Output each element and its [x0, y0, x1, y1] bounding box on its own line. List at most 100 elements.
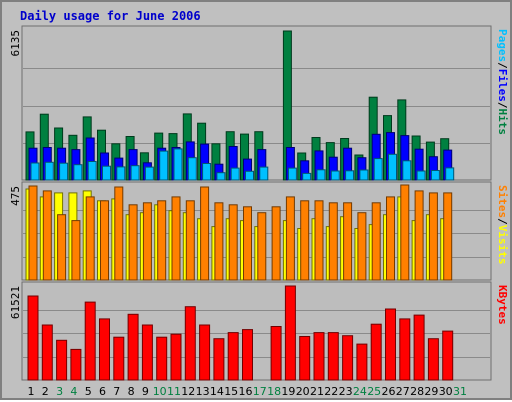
bar-pages-day-14	[216, 172, 226, 181]
legend-entry-kbytes-0: KBytes	[496, 285, 509, 325]
legend-visits-sites: Sites/Visits	[496, 185, 509, 265]
bar-kbytes-day-3	[56, 339, 68, 381]
bar-kbytes-day-15	[227, 332, 239, 381]
bar-kbytes-day-18	[270, 326, 282, 381]
bar-sites-day-20	[300, 200, 310, 281]
day-label-11: 11	[167, 385, 181, 398]
bar-kbytes-day-30	[442, 330, 454, 381]
bar-pages-day-10	[159, 150, 169, 181]
bar-kbytes-day-16	[242, 329, 253, 381]
bar-pages-day-26	[388, 153, 397, 181]
day-label-5: 5	[85, 385, 92, 398]
bar-kbytes-day-2	[41, 324, 53, 381]
legend-entry-visits-sites-2: Visits	[496, 225, 509, 265]
max-label-hits-files-pages: 6135	[9, 30, 22, 57]
bar-pages-day-11	[173, 148, 183, 181]
legend-entry-hits-files-pages-0: Pages	[496, 29, 509, 62]
day-label-23: 23	[339, 385, 353, 398]
bar-sites-day-15	[228, 204, 238, 281]
bar-pages-day-8	[130, 165, 140, 181]
bar-sites-day-14	[214, 202, 224, 281]
day-label-30: 30	[439, 385, 453, 398]
bar-pages-day-29	[430, 170, 440, 181]
bar-sites-day-3	[57, 214, 67, 281]
day-label-3: 3	[56, 385, 63, 398]
day-label-2: 2	[42, 385, 49, 398]
bar-pages-day-12	[187, 157, 197, 181]
chart-title: Daily usage for June 2006	[20, 9, 201, 23]
legend-hits-files-pages: Pages/Files/Hits	[496, 29, 509, 135]
bar-kbytes-day-25	[370, 323, 382, 381]
legend-entry-hits-files-pages-2: Files	[496, 69, 509, 102]
legend-entry-hits-files-pages-3: /	[496, 102, 509, 109]
bar-kbytes-day-26	[385, 308, 396, 381]
bar-pages-day-20	[302, 172, 312, 181]
day-label-15: 15	[224, 385, 238, 398]
bar-kbytes-day-9	[141, 324, 153, 381]
day-label-28: 28	[410, 385, 424, 398]
day-label-26: 26	[382, 385, 396, 398]
bar-pages-day-21	[316, 169, 326, 181]
bar-sites-day-5	[85, 196, 95, 281]
bar-sites-day-8	[128, 204, 138, 281]
day-label-16: 16	[239, 385, 253, 398]
bar-pages-day-4	[73, 164, 83, 181]
day-label-19: 19	[281, 385, 295, 398]
day-label-20: 20	[296, 385, 310, 398]
bar-sites-day-1	[28, 185, 38, 281]
bar-kbytes-day-1	[27, 295, 39, 381]
day-label-6: 6	[99, 385, 106, 398]
day-label-1: 1	[28, 385, 35, 398]
day-label-14: 14	[210, 385, 224, 398]
bar-sites-day-23	[343, 202, 353, 281]
day-label-13: 13	[196, 385, 210, 398]
bar-sites-day-26	[386, 196, 395, 281]
bar-sites-day-9	[142, 202, 152, 281]
day-label-29: 29	[424, 385, 438, 398]
bar-pages-day-22	[330, 170, 340, 181]
max-label-kbytes: 61521	[9, 286, 22, 319]
bar-kbytes-day-13	[199, 324, 211, 381]
bar-sites-day-24	[357, 212, 367, 281]
bar-kbytes-day-14	[213, 338, 225, 381]
legend-kbytes: KBytes	[496, 285, 509, 325]
bar-pages-day-6	[102, 165, 111, 181]
legend-entry-visits-sites-1: /	[496, 218, 509, 225]
bar-pages-day-17	[259, 166, 269, 181]
bar-pages-day-5	[87, 161, 97, 181]
bar-sites-day-18	[271, 206, 281, 281]
day-label-7: 7	[113, 385, 120, 398]
bar-pages-day-9	[144, 166, 154, 181]
bar-kbytes-day-6	[99, 318, 110, 381]
bar-kbytes-day-19	[284, 285, 296, 381]
bar-kbytes-day-23	[342, 335, 354, 381]
bar-kbytes-day-29	[427, 338, 439, 381]
bar-kbytes-day-5	[84, 301, 96, 381]
bar-sites-day-29	[428, 192, 438, 281]
day-label-17: 17	[253, 385, 267, 398]
day-label-25: 25	[367, 385, 381, 398]
bar-sites-day-4	[71, 220, 81, 281]
bar-pages-day-13	[202, 163, 212, 181]
bar-sites-day-19	[285, 196, 295, 281]
day-label-21: 21	[310, 385, 324, 398]
bar-pages-day-3	[59, 162, 69, 181]
bar-pages-day-1	[30, 162, 40, 181]
day-label-10: 10	[153, 385, 167, 398]
legend-entry-visits-sites-0: Sites	[496, 185, 509, 218]
bar-sites-day-11	[171, 196, 181, 281]
bar-sites-day-10	[157, 200, 167, 281]
day-label-12: 12	[181, 385, 195, 398]
bar-kbytes-day-7	[113, 336, 125, 381]
bar-sites-day-30	[443, 192, 453, 281]
bar-pages-day-24	[359, 169, 369, 181]
bar-sites-day-13	[200, 186, 210, 281]
day-label-9: 9	[142, 385, 149, 398]
day-label-8: 8	[128, 385, 135, 398]
bar-sites-day-12	[185, 200, 195, 281]
bar-sites-day-25	[371, 202, 381, 281]
day-label-27: 27	[396, 385, 410, 398]
bar-kbytes-day-10	[156, 336, 168, 381]
